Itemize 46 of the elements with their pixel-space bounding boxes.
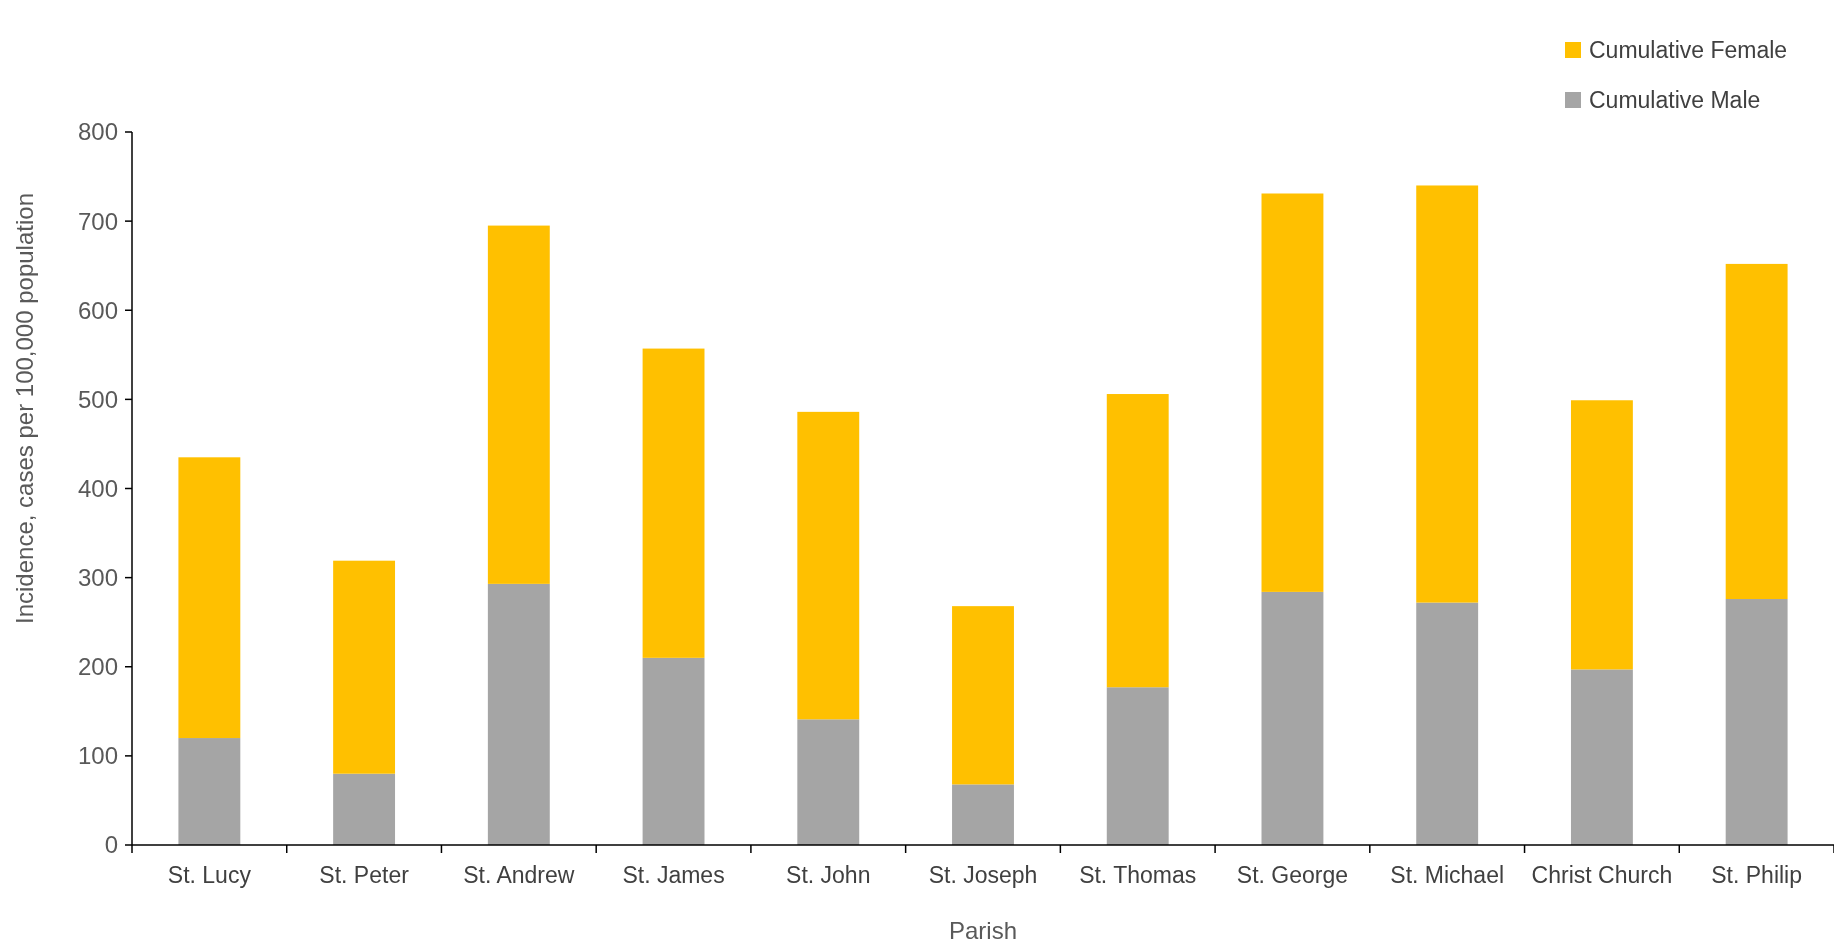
y-tick-label: 100 bbox=[77, 742, 118, 770]
legend-label: Cumulative Male bbox=[1589, 87, 1761, 114]
x-tick-label: St. George bbox=[1236, 862, 1349, 888]
bar bbox=[487, 583, 550, 845]
bar bbox=[333, 773, 396, 845]
x-tick-label: St. Andrew bbox=[463, 862, 575, 888]
bar bbox=[797, 719, 860, 845]
y-tick-label: 700 bbox=[77, 207, 118, 235]
x-tick-label: St. James bbox=[622, 862, 725, 888]
bar bbox=[1570, 669, 1633, 845]
bar bbox=[952, 606, 1014, 785]
bar bbox=[1106, 687, 1169, 845]
bar bbox=[1106, 394, 1169, 688]
x-tick-label: St. Thomas bbox=[1079, 862, 1197, 888]
x-tick-label: Christ Church bbox=[1531, 862, 1673, 888]
y-tick-label: 0 bbox=[104, 831, 118, 859]
bar bbox=[487, 225, 550, 584]
y-tick-label: 500 bbox=[77, 385, 118, 413]
y-tick-label: 400 bbox=[77, 474, 118, 502]
legend-label: Cumulative Female bbox=[1589, 37, 1788, 64]
y-axis-title: Incidence, cases per 100,000 population bbox=[11, 193, 38, 624]
y-tick-label: 600 bbox=[77, 296, 118, 324]
x-tick-label: St. Lucy bbox=[167, 862, 252, 888]
bar bbox=[333, 560, 396, 774]
x-tick-label: St. John bbox=[786, 862, 871, 888]
bar bbox=[178, 738, 241, 845]
y-tick-label: 800 bbox=[77, 118, 118, 146]
x-axis-title: Parish bbox=[948, 917, 1018, 944]
bar bbox=[1570, 400, 1633, 670]
bar bbox=[1725, 263, 1788, 600]
bar bbox=[797, 411, 860, 720]
x-tick-label: St. Michael bbox=[1390, 862, 1505, 888]
x-tick-label: St. Philip bbox=[1711, 862, 1803, 888]
y-tick-label: 300 bbox=[77, 564, 118, 592]
x-tick-label: St. Peter bbox=[319, 862, 410, 888]
bar bbox=[1416, 185, 1479, 603]
y-tick-label: 200 bbox=[77, 653, 118, 681]
bar bbox=[642, 657, 705, 845]
x-tick-label: St. Joseph bbox=[928, 862, 1038, 888]
bar bbox=[642, 348, 705, 658]
bar bbox=[1261, 591, 1324, 845]
bar bbox=[1416, 602, 1479, 845]
bar bbox=[952, 784, 1014, 845]
bar bbox=[1261, 193, 1324, 592]
bar bbox=[178, 457, 241, 739]
bar bbox=[1725, 599, 1788, 845]
